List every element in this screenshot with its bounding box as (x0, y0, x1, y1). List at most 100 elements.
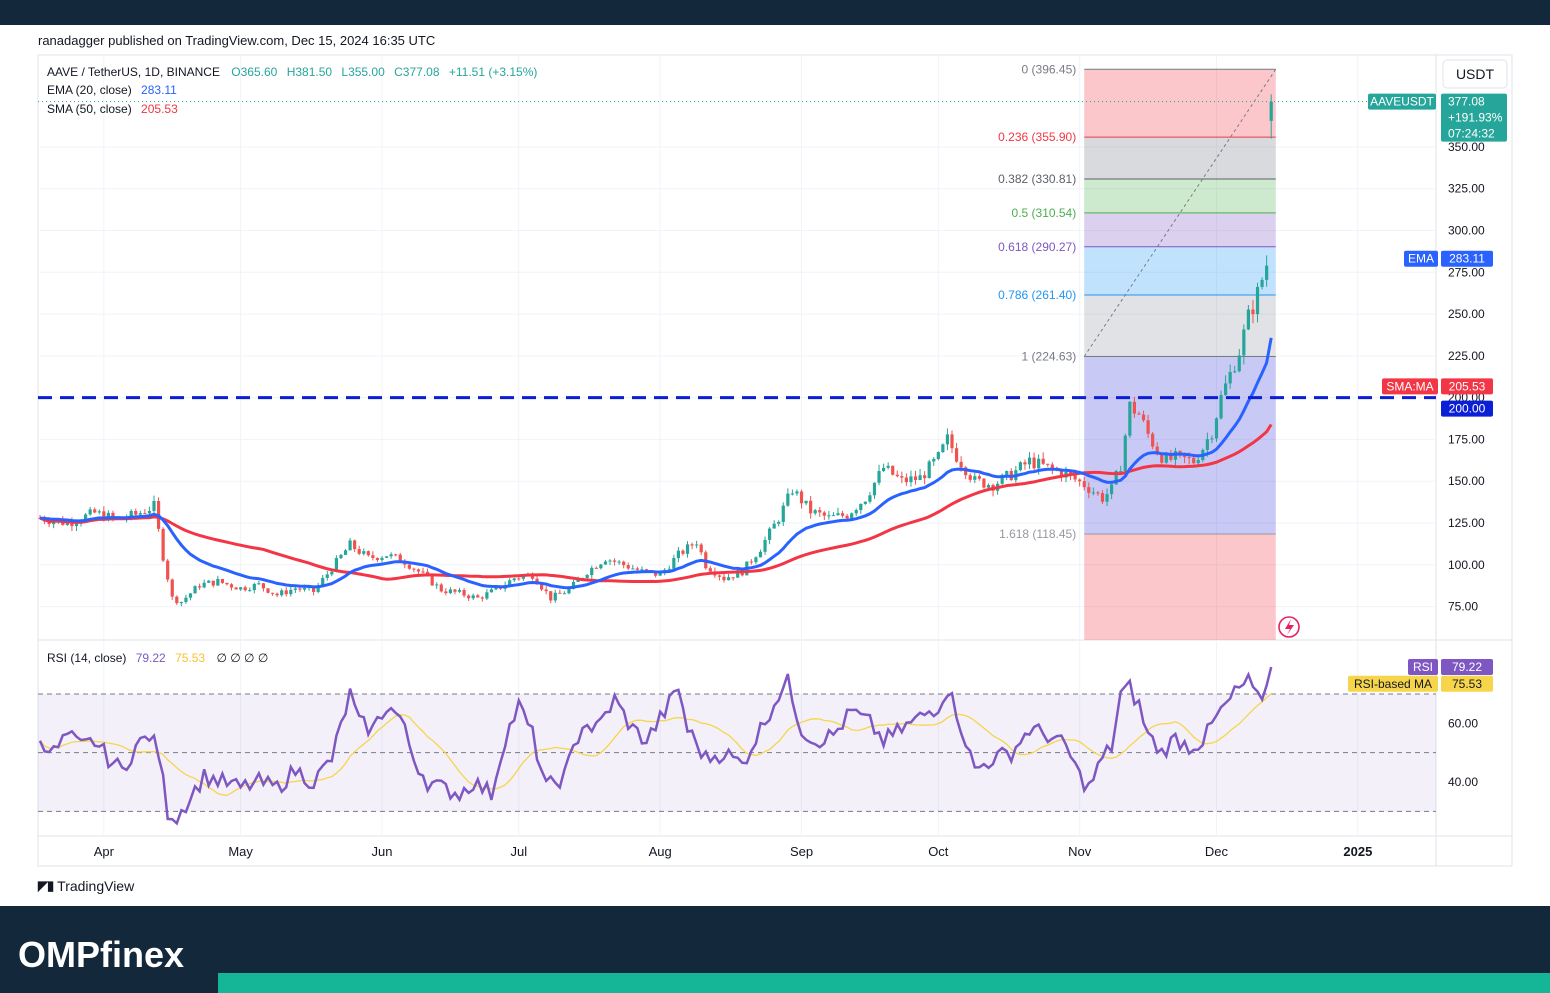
candle-body (809, 500, 813, 514)
candle-body (138, 513, 142, 515)
price-tick-label: 100.00 (1448, 558, 1485, 572)
legend-ema: EMA (20, close) 283.11 (47, 83, 177, 97)
candle-body (480, 597, 484, 599)
candle-body (717, 575, 722, 577)
sma-value-tag: 205.53 (1449, 379, 1486, 393)
candle-body (1169, 454, 1173, 460)
candle-body (827, 515, 831, 517)
candle-body (512, 578, 516, 581)
candle-body (923, 475, 927, 479)
candle-body (695, 544, 699, 546)
candle-body (298, 588, 302, 590)
candle-body (781, 505, 785, 522)
candle-body (622, 561, 626, 566)
candle-body (731, 577, 735, 579)
candle-body (248, 590, 252, 592)
candle-body (1265, 265, 1269, 280)
lightning-icon[interactable] (1278, 616, 1300, 638)
ema-value-tag-bg (1441, 250, 1493, 267)
candle-body (790, 493, 794, 495)
candle-body (530, 574, 535, 579)
rsi-ma-tag: RSI-based MA (1354, 677, 1432, 691)
legend-close: C377.08 (394, 65, 440, 79)
rsi-line (38, 666, 1273, 826)
candle-body (239, 587, 243, 590)
candle-body (726, 577, 731, 581)
candle-body (175, 596, 179, 604)
time-tick-label: May (228, 844, 253, 859)
candle-body (968, 475, 972, 480)
candle-body (407, 564, 411, 569)
candle-body (1160, 454, 1164, 463)
candle-body (302, 587, 307, 590)
candle-body (772, 523, 776, 529)
candle-body (284, 590, 288, 595)
candle-body (1059, 470, 1064, 478)
candle-body (932, 458, 936, 462)
price-tick-label: 75.00 (1448, 600, 1478, 614)
candle-body (471, 595, 475, 599)
candle-body (754, 557, 758, 563)
candle-body (854, 510, 858, 514)
candle-body (1027, 457, 1032, 465)
ema-20-line (39, 337, 1273, 590)
tradingview-logo-icon: ◤▮ (38, 878, 54, 893)
candle-body (1210, 438, 1214, 440)
candle-body (1018, 462, 1022, 471)
legend-sma: SMA (50, close) 205.53 (47, 102, 178, 116)
footer-accent-strip (218, 973, 1550, 993)
candle-body (540, 584, 544, 590)
candle-body (1000, 474, 1004, 484)
grid-lines (38, 55, 1436, 836)
candle-body (758, 551, 763, 558)
candle-body (1128, 401, 1132, 436)
candle-body (521, 575, 525, 579)
last-price-tag-bg (1441, 93, 1507, 142)
candle-body (599, 564, 603, 569)
candle-body (626, 565, 630, 569)
candle-body (380, 557, 384, 561)
candle-body (485, 592, 489, 599)
candle-body (1105, 494, 1109, 502)
fibonacci-retracement[interactable]: 0 (396.45) 0.236 (355.90) 0.382 (330.81) 0.… (998, 62, 1277, 640)
legend-rsi-value: 79.22 (136, 651, 166, 665)
candle-body (1050, 464, 1054, 469)
sma-tag-bg (1382, 378, 1438, 395)
level-value-tag-bg (1441, 400, 1493, 417)
candle-body (476, 595, 480, 598)
candle-body (366, 551, 370, 556)
candle-body (1214, 418, 1219, 439)
sma-tag: SMA:MA (1386, 379, 1433, 393)
horizontal-level-line[interactable] (38, 101, 1436, 400)
candle-body (325, 574, 329, 578)
candle-body (462, 589, 466, 596)
candle-body (699, 544, 703, 553)
candle-body (1237, 355, 1241, 372)
candle-body (152, 501, 156, 511)
candle-body (88, 509, 92, 515)
candle-body (567, 588, 571, 594)
candle-body (722, 576, 726, 581)
candle-body (234, 587, 238, 590)
candle-body (384, 556, 389, 558)
candle-body (348, 540, 352, 551)
candle-body (959, 461, 963, 468)
candle-body (553, 592, 557, 601)
candle-body (736, 570, 740, 578)
candle-body (950, 434, 954, 449)
candle-body (690, 544, 694, 546)
candle-body (170, 579, 174, 597)
currency-button-label[interactable]: USDT (1456, 66, 1495, 82)
candle-body (1114, 470, 1118, 485)
candle-body (229, 584, 234, 588)
candle-body (1132, 401, 1136, 414)
candle-body (84, 514, 88, 522)
candle-body (859, 503, 863, 511)
candle-body (549, 591, 553, 601)
brand-logo: OMPfinex (18, 934, 185, 975)
candle-body (280, 590, 284, 596)
currency-button[interactable]: USDT (1442, 59, 1508, 89)
candle-body (886, 465, 890, 468)
candle-body (444, 591, 448, 594)
